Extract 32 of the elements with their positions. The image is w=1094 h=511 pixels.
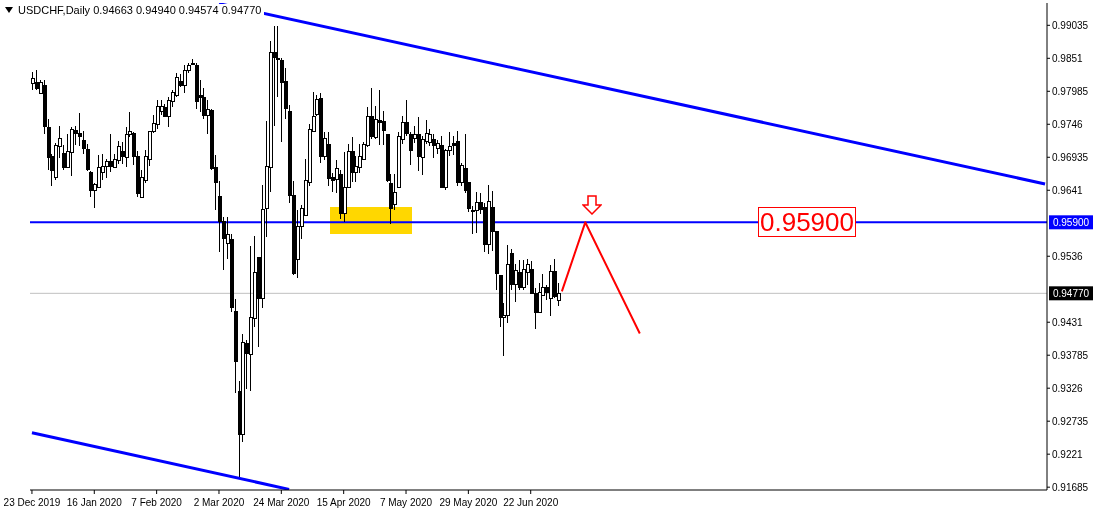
y-tick-label: 0.99035 <box>1052 19 1089 31</box>
x-tick-label: 22 Jun 2020 <box>503 497 559 508</box>
annotation: 0.95900 <box>758 207 856 237</box>
candlestick <box>521 259 526 291</box>
candlestick <box>377 89 382 146</box>
y-tick-label: 0.91685 <box>1052 481 1089 493</box>
x-tick-label: 7 May 2020 <box>379 497 433 508</box>
x-tick-label: 15 Apr 2020 <box>316 497 372 508</box>
y-tick-label: 0.97985 <box>1052 85 1089 97</box>
x-tick-label: 7 Feb 2020 <box>131 497 183 508</box>
chart-title: USDCHF,Daily 0.94663 0.94940 0.94574 0.94770 <box>18 4 262 16</box>
y-tick-label: 0.96935 <box>1052 151 1089 163</box>
x-tick-label: 23 Dec 2019 <box>3 497 61 508</box>
candlestick <box>474 191 479 234</box>
x-tick-label: 16 Jan 2020 <box>66 497 123 508</box>
candlestick <box>116 140 121 165</box>
x-tick-label: 24 Mar 2020 <box>253 497 310 508</box>
ref-line-label: 0.94770 <box>1052 288 1090 300</box>
ref-line-label: 0.95900 <box>1052 217 1090 229</box>
candlestick <box>104 158 109 179</box>
x-tick-label: 29 May 2020 <box>439 497 498 508</box>
y-tick-label: 0.9431 <box>1052 316 1084 328</box>
y-tick-label: 0.9326 <box>1052 382 1084 394</box>
y-tick-label: 0.93785 <box>1052 349 1089 361</box>
y-tick-label: 0.9641 <box>1052 184 1084 196</box>
y-tick-label: 0.9746 <box>1052 118 1084 130</box>
x-tick-label: 2 Mar 2020 <box>193 497 245 508</box>
y-tick-label: 0.92735 <box>1052 415 1089 427</box>
y-tick-label: 0.9851 <box>1052 52 1084 64</box>
y-tick-label: 0.9536 <box>1052 250 1084 262</box>
candlestick <box>69 126 74 177</box>
y-tick-label: 0.9221 <box>1052 448 1084 460</box>
